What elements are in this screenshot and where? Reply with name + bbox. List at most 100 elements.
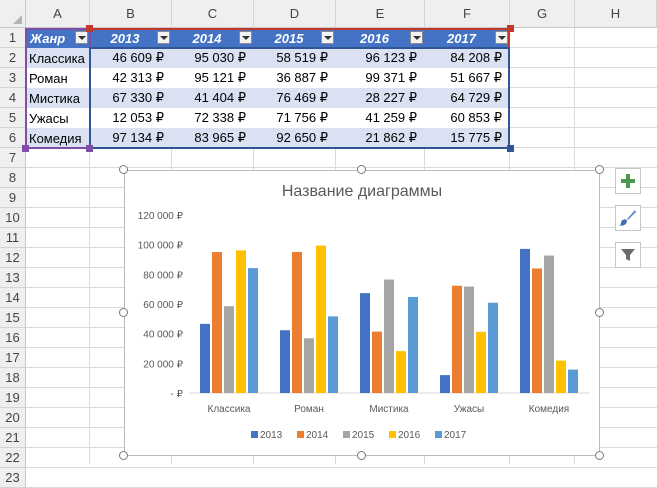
bar-2013-4[interactable]: [520, 248, 530, 393]
row-header-2[interactable]: 2: [0, 48, 26, 68]
filter-dropdown-icon[interactable]: [75, 31, 88, 44]
select-all-corner[interactable]: [0, 0, 26, 28]
table-cell[interactable]: 72 338 ₽: [172, 108, 254, 128]
range-resize-handle[interactable]: [86, 145, 93, 152]
table-cell[interactable]: 83 965 ₽: [172, 128, 254, 148]
row-header-15[interactable]: 15: [0, 308, 26, 328]
row-header-7[interactable]: 7: [0, 148, 26, 168]
bar-2017-1[interactable]: [328, 316, 338, 393]
bar-2017-3[interactable]: [488, 302, 498, 393]
header-cell[interactable]: Жанр: [26, 28, 90, 48]
chart-resize-handle[interactable]: [595, 165, 604, 174]
range-resize-handle[interactable]: [507, 145, 514, 152]
table-cell[interactable]: 84 208 ₽: [425, 48, 510, 68]
bar-2014-1[interactable]: [292, 251, 302, 393]
row-header-14[interactable]: 14: [0, 288, 26, 308]
table-cell[interactable]: Роман: [26, 68, 90, 88]
bar-2016-4[interactable]: [556, 360, 566, 393]
row-header-5[interactable]: 5: [0, 108, 26, 128]
row-header-17[interactable]: 17: [0, 348, 26, 368]
filter-dropdown-icon[interactable]: [321, 31, 334, 44]
legend-label[interactable]: 2015: [352, 430, 375, 441]
table-cell[interactable]: 76 469 ₽: [254, 88, 336, 108]
column-header-g[interactable]: G: [510, 0, 575, 28]
legend-label[interactable]: 2016: [398, 430, 421, 441]
table-cell[interactable]: 97 134 ₽: [90, 128, 172, 148]
row-header-10[interactable]: 10: [0, 208, 26, 228]
chart-resize-handle[interactable]: [119, 308, 128, 317]
table-cell[interactable]: 42 313 ₽: [90, 68, 172, 88]
table-cell[interactable]: 46 609 ₽: [90, 48, 172, 68]
table-cell[interactable]: 41 259 ₽: [336, 108, 425, 128]
row-header-13[interactable]: 13: [0, 268, 26, 288]
table-cell[interactable]: Ужасы: [26, 108, 90, 128]
row-header-4[interactable]: 4: [0, 88, 26, 108]
bar-2015-2[interactable]: [384, 279, 394, 393]
range-resize-handle[interactable]: [86, 25, 93, 32]
chart-filters-button[interactable]: [615, 242, 641, 268]
table-cell[interactable]: 21 862 ₽: [336, 128, 425, 148]
chart-resize-handle[interactable]: [357, 451, 366, 460]
table-cell[interactable]: 51 667 ₽: [425, 68, 510, 88]
table-cell[interactable]: Комедия: [26, 128, 90, 148]
bar-2015-0[interactable]: [224, 306, 234, 393]
table-cell[interactable]: 67 330 ₽: [90, 88, 172, 108]
bar-2017-4[interactable]: [568, 369, 578, 393]
table-cell[interactable]: 92 650 ₽: [254, 128, 336, 148]
table-cell[interactable]: Мистика: [26, 88, 90, 108]
chart-area[interactable]: Название диаграммы - ₽ 20 000 ₽ 40 000 ₽ 60…: [124, 170, 600, 456]
column-header-b[interactable]: B: [90, 0, 172, 28]
chart-resize-handle[interactable]: [119, 165, 128, 174]
bar-2014-4[interactable]: [532, 268, 542, 393]
header-cell[interactable]: 2014: [172, 28, 254, 48]
row-header-21[interactable]: 21: [0, 428, 26, 448]
bar-2014-2[interactable]: [372, 331, 382, 393]
table-cell[interactable]: Классика: [26, 48, 90, 68]
filter-dropdown-icon[interactable]: [495, 31, 508, 44]
chart-styles-button[interactable]: [615, 205, 641, 231]
bar-2013-1[interactable]: [280, 330, 290, 393]
column-header-a[interactable]: A: [26, 0, 90, 28]
row-header-3[interactable]: 3: [0, 68, 26, 88]
table-cell[interactable]: 28 227 ₽: [336, 88, 425, 108]
header-cell[interactable]: 2013: [90, 28, 172, 48]
table-cell[interactable]: 71 756 ₽: [254, 108, 336, 128]
bar-2016-3[interactable]: [476, 331, 486, 393]
table-cell[interactable]: 99 371 ₽: [336, 68, 425, 88]
column-header-h[interactable]: H: [575, 0, 657, 28]
table-cell[interactable]: 41 404 ₽: [172, 88, 254, 108]
bar-2013-0[interactable]: [200, 323, 210, 393]
column-header-d[interactable]: D: [254, 0, 336, 28]
row-header-19[interactable]: 19: [0, 388, 26, 408]
row-header-11[interactable]: 11: [0, 228, 26, 248]
table-cell[interactable]: 95 121 ₽: [172, 68, 254, 88]
table-cell[interactable]: 95 030 ₽: [172, 48, 254, 68]
bar-2015-1[interactable]: [304, 338, 314, 393]
row-header-22[interactable]: 22: [0, 448, 26, 468]
row-header-9[interactable]: 9: [0, 188, 26, 208]
row-header-1[interactable]: 1: [0, 28, 26, 48]
filter-dropdown-icon[interactable]: [157, 31, 170, 44]
range-resize-handle[interactable]: [22, 145, 29, 152]
chart-title[interactable]: Название диаграммы: [282, 183, 442, 200]
filter-dropdown-icon[interactable]: [239, 31, 252, 44]
table-cell[interactable]: 96 123 ₽: [336, 48, 425, 68]
chart-resize-handle[interactable]: [595, 308, 604, 317]
range-resize-handle[interactable]: [507, 25, 514, 32]
legend-label[interactable]: 2013: [260, 430, 283, 441]
header-cell[interactable]: 2017: [425, 28, 510, 48]
chart-resize-handle[interactable]: [595, 451, 604, 460]
bar-2016-2[interactable]: [396, 351, 406, 393]
table-cell[interactable]: 12 053 ₽: [90, 108, 172, 128]
table-cell[interactable]: 64 729 ₽: [425, 88, 510, 108]
chart-elements-button[interactable]: [615, 168, 641, 194]
chart-resize-handle[interactable]: [357, 165, 366, 174]
chart-resize-handle[interactable]: [119, 451, 128, 460]
bar-2016-0[interactable]: [236, 250, 246, 393]
bar-2014-0[interactable]: [212, 252, 222, 393]
row-header-18[interactable]: 18: [0, 368, 26, 388]
filter-dropdown-icon[interactable]: [410, 31, 423, 44]
legend-label[interactable]: 2014: [306, 430, 329, 441]
bar-2016-1[interactable]: [316, 245, 326, 393]
